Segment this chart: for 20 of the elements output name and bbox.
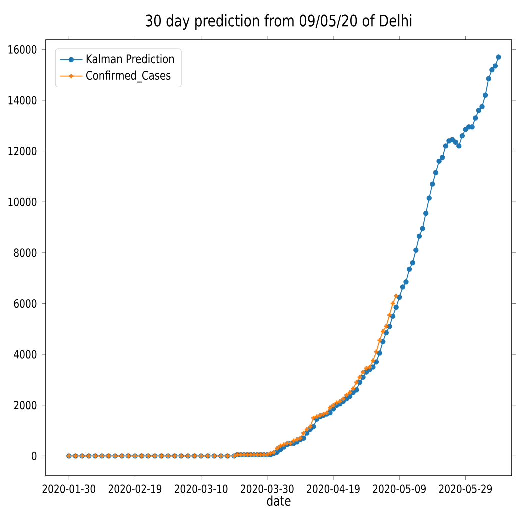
x-tick-label: 2020-01-30 <box>42 484 96 494</box>
x-axis-title: date <box>267 496 291 506</box>
y-tick-label: 10000 <box>8 198 37 206</box>
legend-label: Confirmed_Cases <box>86 70 171 83</box>
y-tick-label: 4000 <box>14 350 37 359</box>
y-tick-label: 2000 <box>14 401 37 410</box>
y-tick-label: 6000 <box>14 299 37 308</box>
chart-title: 30 day prediction from 09/05/20 of Delhi <box>146 14 412 30</box>
x-tick-label: 2020-02-19 <box>108 484 162 494</box>
x-tick-label: 2020-03-10 <box>175 484 228 494</box>
y-tick-label: 16000 <box>8 45 37 54</box>
y-tick-label: 12000 <box>8 147 37 156</box>
y-tick-label: 0 <box>32 452 37 460</box>
x-tick-label: 2020-05-09 <box>373 484 426 494</box>
y-tick-label: 14000 <box>8 96 37 105</box>
x-tick-label: 2020-04-19 <box>307 484 360 494</box>
x-tick-label: 2020-03-30 <box>241 484 294 494</box>
x-tick-label: 2020-05-29 <box>439 484 492 494</box>
legend-label: Kalman Prediction <box>86 54 174 64</box>
y-tick-label: 8000 <box>14 248 37 258</box>
